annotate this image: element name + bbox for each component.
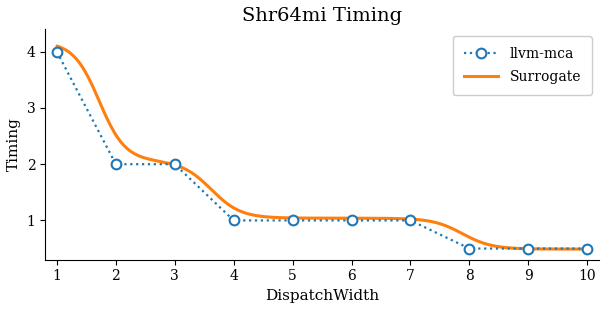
- Legend: llvm-mca, Surrogate: llvm-mca, Surrogate: [453, 36, 592, 95]
- Title: Shr64mi Timing: Shr64mi Timing: [242, 7, 402, 25]
- Y-axis label: Timing: Timing: [7, 117, 21, 171]
- X-axis label: DispatchWidth: DispatchWidth: [265, 289, 379, 303]
